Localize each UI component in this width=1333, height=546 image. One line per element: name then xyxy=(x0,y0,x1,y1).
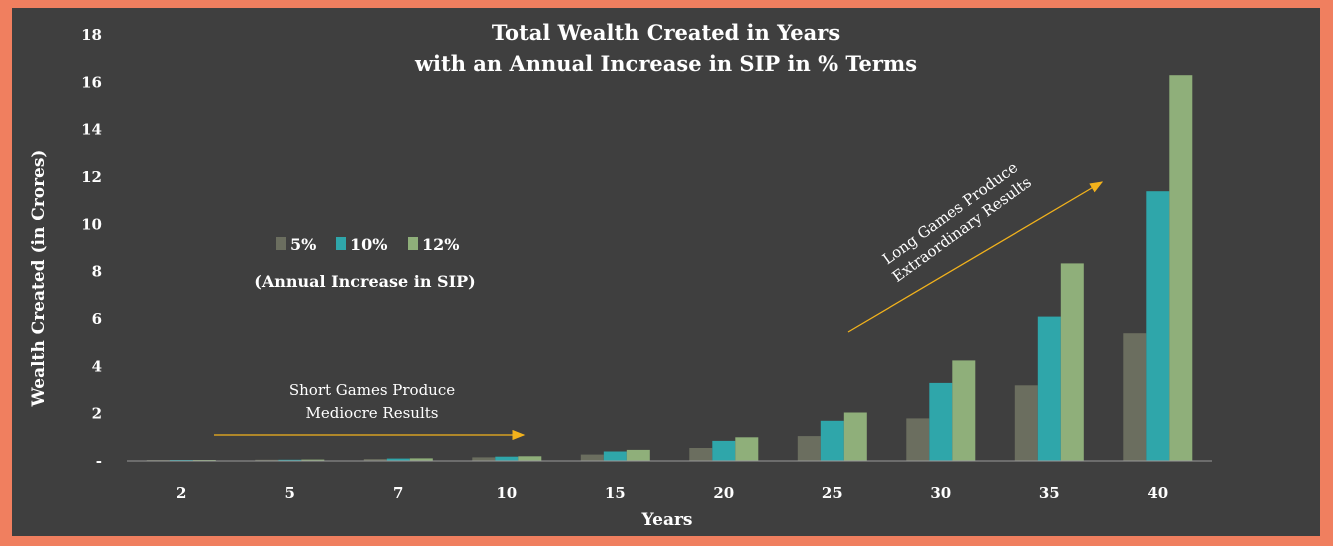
y-tick-label: 10 xyxy=(81,215,102,233)
legend-label-5: 5% xyxy=(290,235,316,254)
bar-10pct-10 xyxy=(495,456,519,461)
long-games-line1: Long Games Produce xyxy=(879,158,1021,268)
bar-12pct-30 xyxy=(952,360,976,461)
y-tick-label: 12 xyxy=(81,168,102,186)
bar-12pct-10 xyxy=(518,456,542,461)
legend-swatch-5 xyxy=(276,237,286,250)
chart-panel: Total Wealth Created in Years with an An… xyxy=(12,8,1320,536)
bar-10pct-25 xyxy=(820,420,844,461)
bar-12pct-15 xyxy=(626,449,650,461)
bar-chart: Total Wealth Created in Years with an An… xyxy=(29,20,1212,530)
x-tick-label: 7 xyxy=(393,484,403,502)
x-tick-label: 40 xyxy=(1147,484,1168,502)
y-tick-label: 8 xyxy=(92,263,102,281)
y-tick-label: - xyxy=(96,452,102,470)
bar-5pct-30 xyxy=(906,418,930,461)
bar-5pct-5 xyxy=(255,459,279,461)
bar-5pct-40 xyxy=(1123,333,1147,461)
y-tick-label: 6 xyxy=(92,310,102,328)
bar-5pct-10 xyxy=(472,457,496,461)
bar-5pct-7 xyxy=(363,459,387,461)
legend-label-12: 12% xyxy=(422,235,459,254)
bar-12pct-40 xyxy=(1169,75,1193,461)
long-games-line2: Extraordinary Results xyxy=(889,173,1035,286)
chart-subtitle: with an Annual Increase in SIP in % Term… xyxy=(414,51,917,76)
bar-10pct-30 xyxy=(929,382,953,461)
x-axis-label: Years xyxy=(640,510,692,530)
y-tick-label: 14 xyxy=(81,121,102,139)
chart-title: Total Wealth Created in Years xyxy=(492,20,840,45)
y-tick-label: 4 xyxy=(92,357,102,375)
legend: 5% 10% 12% (Annual Increase in SIP) xyxy=(254,235,475,291)
bar-10pct-35 xyxy=(1037,316,1061,461)
x-axis-ticks: 2 5 7 10 15 20 25 30 35 40 xyxy=(176,484,1168,502)
x-tick-label: 25 xyxy=(822,484,843,502)
x-tick-label: 30 xyxy=(930,484,951,502)
x-tick-label: 15 xyxy=(605,484,626,502)
y-tick-label: 2 xyxy=(92,405,102,423)
bar-10pct-40 xyxy=(1146,191,1170,461)
short-games-line2: Mediocre Results xyxy=(306,404,439,422)
y-axis-ticks: - 2 4 6 8 10 12 14 16 18 xyxy=(81,26,102,470)
bar-5pct-25 xyxy=(797,436,821,461)
bar-5pct-20 xyxy=(689,448,713,461)
bar-5pct-15 xyxy=(580,454,604,461)
short-games-annotation: Short Games Produce Mediocre Results xyxy=(214,381,526,441)
y-tick-label: 16 xyxy=(81,73,102,91)
legend-label-10: 10% xyxy=(350,235,387,254)
bar-12pct-20 xyxy=(735,437,759,461)
bar-10pct-15 xyxy=(603,451,627,461)
x-tick-label: 35 xyxy=(1039,484,1060,502)
bar-10pct-20 xyxy=(712,440,736,461)
bar-12pct-35 xyxy=(1060,263,1084,461)
bar-12pct-25 xyxy=(843,412,867,461)
x-tick-label: 20 xyxy=(713,484,734,502)
bar-5pct-35 xyxy=(1014,385,1038,461)
legend-swatch-12 xyxy=(408,237,418,250)
long-games-arrow xyxy=(847,181,1104,333)
x-tick-label: 10 xyxy=(496,484,517,502)
y-axis-label: Wealth Created (in Crores) xyxy=(29,150,49,408)
bar-10pct-7 xyxy=(386,458,410,461)
bar-12pct-7 xyxy=(409,458,433,461)
x-tick-label: 2 xyxy=(176,484,186,502)
bar-10pct-5 xyxy=(278,459,302,461)
y-tick-label: 18 xyxy=(81,26,102,44)
legend-swatch-10 xyxy=(336,237,346,250)
legend-caption: (Annual Increase in SIP) xyxy=(254,272,475,291)
bars-group xyxy=(146,75,1193,461)
short-games-line1: Short Games Produce xyxy=(289,381,455,399)
x-tick-label: 5 xyxy=(285,484,295,502)
bar-12pct-5 xyxy=(301,459,325,461)
